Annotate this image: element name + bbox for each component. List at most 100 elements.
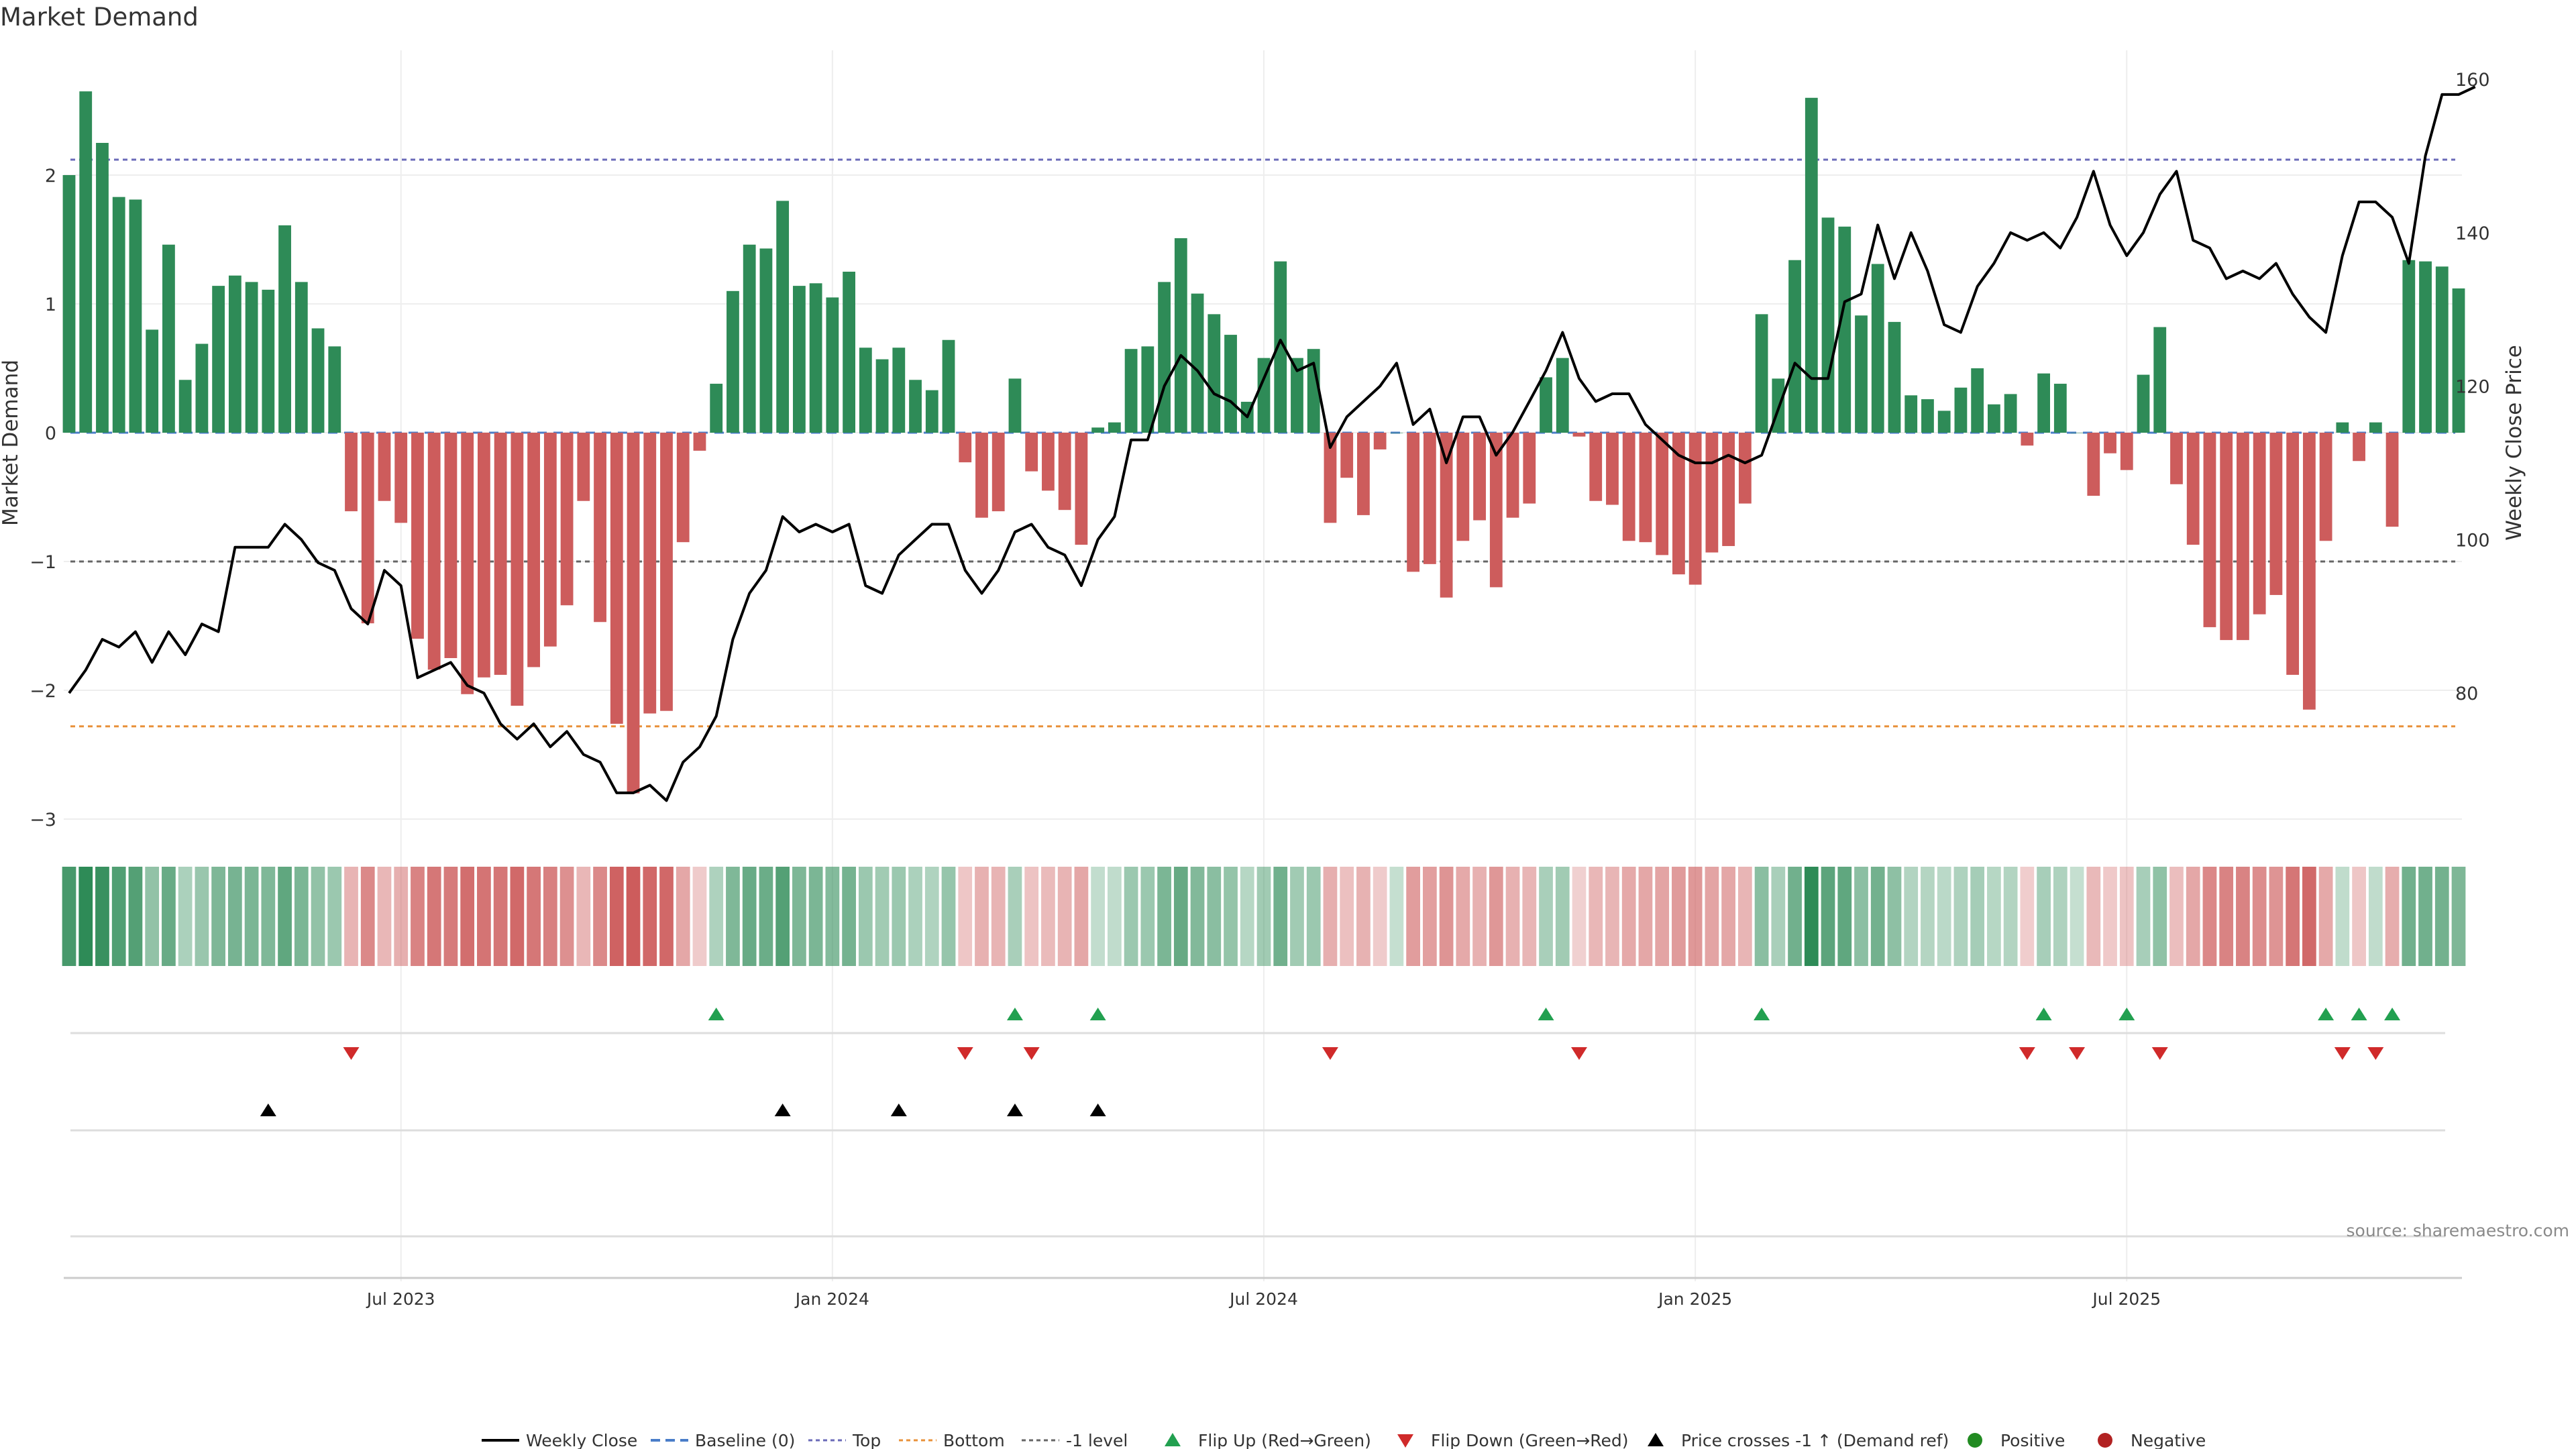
legend-label: Baseline (0) bbox=[695, 1431, 795, 1449]
heat-cell bbox=[1273, 867, 1288, 966]
y-tick-label: 0 bbox=[45, 423, 56, 444]
heat-cell bbox=[2086, 867, 2101, 966]
heat-cell bbox=[609, 867, 624, 966]
heat-cell bbox=[1290, 867, 1304, 966]
demand-bar bbox=[1921, 399, 1934, 433]
demand-bar bbox=[2302, 433, 2316, 710]
demand-bar bbox=[1572, 433, 1586, 437]
legend-symbol-negative bbox=[2098, 1433, 2112, 1448]
legend-symbol-price-cross bbox=[1648, 1433, 1664, 1446]
heat-cell bbox=[2269, 867, 2284, 966]
heat-cell bbox=[2451, 867, 2466, 966]
heat-cell bbox=[145, 867, 160, 966]
demand-bar bbox=[511, 433, 524, 706]
heat-cell bbox=[344, 867, 358, 966]
heat-cell bbox=[1555, 867, 1570, 966]
demand-bar bbox=[1855, 315, 1868, 433]
heat-cell bbox=[858, 867, 873, 966]
heat-cell bbox=[1108, 867, 1122, 966]
heat-cell bbox=[1837, 867, 1852, 966]
heat-cell bbox=[2119, 867, 2134, 966]
demand-bar bbox=[1788, 260, 1801, 433]
heat-cell bbox=[62, 867, 76, 966]
price-line-layer bbox=[68, 85, 2476, 802]
demand-heat-strip bbox=[62, 867, 2466, 966]
flip-down-marker bbox=[2069, 1047, 2086, 1060]
y-tick-label: 1 bbox=[45, 294, 56, 315]
demand-bar bbox=[2220, 433, 2233, 641]
heat-cell bbox=[1804, 867, 1819, 966]
legend-label: Top bbox=[852, 1431, 881, 1449]
heat-cell bbox=[1788, 867, 1802, 966]
demand-bar bbox=[311, 328, 325, 433]
demand-bar bbox=[1672, 433, 1685, 575]
legend-symbol-flip-up bbox=[1165, 1433, 1181, 1446]
heat-cell bbox=[2286, 867, 2300, 966]
demand-bar bbox=[2336, 422, 2349, 433]
y-tick-label: 2 bbox=[45, 166, 56, 186]
heat-cell bbox=[443, 867, 458, 966]
demand-bar bbox=[1606, 433, 1619, 505]
demand-bar bbox=[1473, 433, 1486, 521]
heat-cell bbox=[261, 867, 276, 966]
price-cross-marker bbox=[260, 1104, 276, 1116]
demand-bar bbox=[2319, 433, 2332, 541]
flip-up-marker bbox=[1006, 1008, 1023, 1020]
heat-cell bbox=[1240, 867, 1254, 966]
legend-label: -1 level bbox=[1066, 1431, 1128, 1449]
demand-bar bbox=[2021, 433, 2034, 446]
chart-title: Market Demand bbox=[0, 3, 199, 32]
heat-cell bbox=[178, 867, 193, 966]
heat-cell bbox=[842, 867, 856, 966]
x-tick-label: Jan 2024 bbox=[794, 1289, 869, 1309]
demand-bar bbox=[394, 433, 408, 523]
demand-bar bbox=[693, 433, 706, 451]
heat-cell bbox=[1173, 867, 1188, 966]
demand-bar bbox=[1904, 395, 1918, 433]
demand-bar bbox=[1937, 411, 1951, 433]
legend-label: Weekly Close bbox=[526, 1431, 637, 1449]
heat-cell bbox=[1157, 867, 1171, 966]
demand-bar bbox=[1340, 433, 1354, 478]
heat-cell bbox=[1705, 867, 1719, 966]
heat-cell bbox=[1207, 867, 1222, 966]
demand-bar bbox=[1821, 217, 1835, 433]
demand-bar bbox=[1523, 433, 1536, 504]
y2-tick-label: 100 bbox=[2455, 530, 2490, 551]
demand-bar bbox=[809, 283, 822, 433]
flip-down-marker bbox=[2367, 1047, 2384, 1060]
heat-cell bbox=[2103, 867, 2117, 966]
heat-cell bbox=[1323, 867, 1338, 966]
heat-cell bbox=[244, 867, 259, 966]
demand-bars bbox=[62, 91, 2465, 794]
demand-bar bbox=[146, 329, 159, 433]
demand-bar bbox=[1688, 433, 1702, 585]
heat-cell bbox=[808, 867, 823, 966]
demand-bar bbox=[2369, 422, 2382, 433]
y2-tick-label: 120 bbox=[2455, 377, 2490, 398]
demand-bar bbox=[129, 199, 142, 433]
heat-cell bbox=[1224, 867, 1238, 966]
heat-cell bbox=[1771, 867, 1786, 966]
demand-bar bbox=[2402, 260, 2416, 433]
heat-cell bbox=[1904, 867, 1919, 966]
demand-bar bbox=[378, 433, 391, 501]
demand-bar bbox=[527, 433, 541, 667]
demand-bar bbox=[942, 339, 955, 433]
demand-bar bbox=[178, 380, 192, 433]
heat-cell bbox=[692, 867, 707, 966]
y-tick-label: −1 bbox=[30, 552, 56, 573]
legend-label: Price crosses -1 ↑ (Demand ref) bbox=[1681, 1431, 1949, 1449]
flip-up-marker bbox=[2118, 1008, 2135, 1020]
demand-bar bbox=[975, 433, 988, 518]
demand-bar bbox=[1291, 358, 1303, 433]
demand-bar bbox=[1755, 314, 1768, 433]
heat-cell bbox=[2003, 867, 2018, 966]
demand-bar bbox=[2153, 327, 2167, 433]
demand-bar bbox=[1008, 378, 1022, 433]
heat-cell bbox=[576, 867, 591, 966]
heat-cell bbox=[626, 867, 641, 966]
demand-bar bbox=[727, 290, 739, 433]
demand-bar bbox=[1373, 433, 1387, 449]
demand-bar bbox=[2186, 433, 2200, 545]
